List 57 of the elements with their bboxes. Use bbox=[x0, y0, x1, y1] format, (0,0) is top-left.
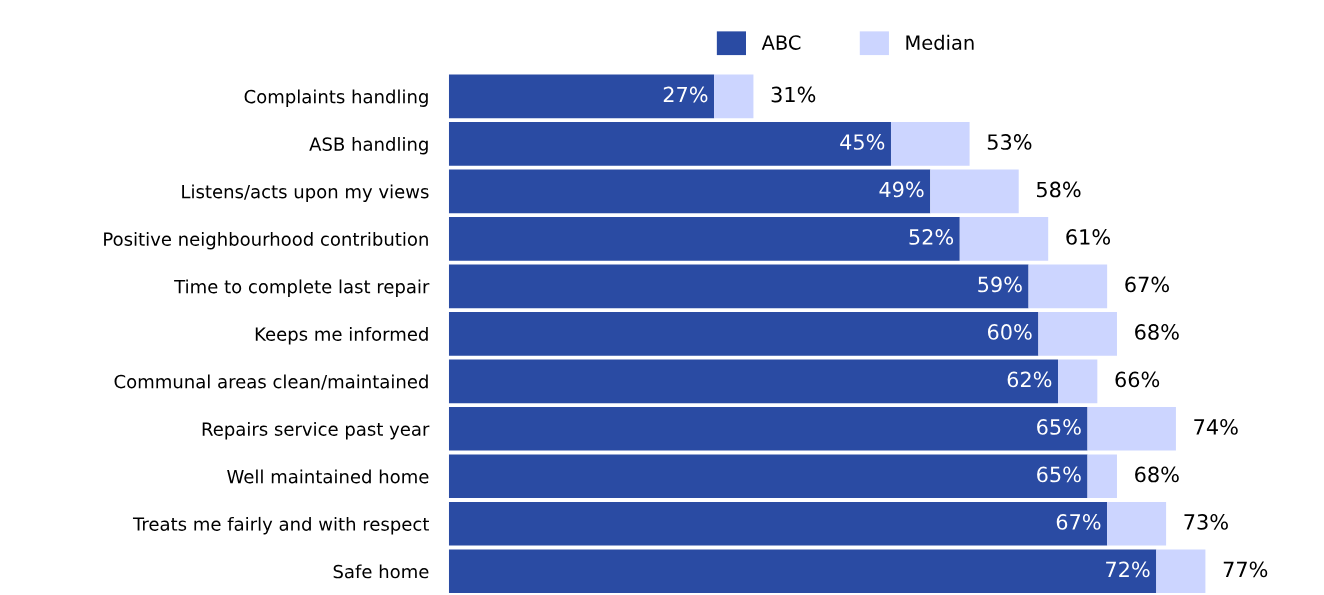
bar bbox=[1028, 264, 1108, 309]
data-label: 72% bbox=[1106, 561, 1150, 578]
bar bbox=[930, 169, 1019, 214]
data-label: 49% bbox=[879, 181, 924, 198]
data-label: 60% bbox=[987, 324, 1032, 340]
data-label: 67% bbox=[1056, 514, 1101, 530]
y-tick-label: Well maintained home bbox=[227, 469, 429, 484]
total-label: 73% bbox=[1184, 514, 1228, 530]
data-label: 65% bbox=[1037, 466, 1081, 483]
y-tick-label: Listens/acts upon my views bbox=[182, 184, 429, 202]
bar bbox=[448, 216, 960, 261]
bar bbox=[448, 549, 1157, 594]
bar bbox=[448, 169, 931, 214]
total-label: 66% bbox=[1115, 371, 1160, 388]
total-label: 67% bbox=[1125, 276, 1169, 293]
bar bbox=[890, 121, 970, 166]
data-label: 62% bbox=[1007, 371, 1052, 388]
bar bbox=[448, 311, 1039, 356]
y-tick-label: ASB handling bbox=[309, 136, 428, 155]
bar bbox=[1156, 549, 1206, 594]
bar bbox=[448, 264, 1029, 309]
data-label: 65% bbox=[1037, 419, 1081, 435]
bar bbox=[1087, 406, 1176, 451]
total-label: 31% bbox=[771, 86, 816, 103]
total-label: 68% bbox=[1135, 466, 1179, 483]
y-tick-label: Safe home bbox=[333, 564, 429, 579]
data-label: 45% bbox=[840, 134, 885, 150]
legend-label: ABC bbox=[761, 35, 801, 50]
bar bbox=[714, 74, 754, 119]
bar bbox=[1107, 501, 1167, 546]
total-label: 58% bbox=[1037, 181, 1081, 198]
total-label: 77% bbox=[1223, 561, 1268, 578]
bar bbox=[1087, 454, 1117, 499]
data-label: 52% bbox=[909, 229, 954, 245]
y-tick-label: Repairs service past year bbox=[202, 421, 430, 440]
bar bbox=[448, 454, 1088, 499]
total-label: 68% bbox=[1135, 324, 1179, 340]
total-label: 74% bbox=[1194, 419, 1238, 435]
y-tick-label: Positive neighbourhood contribution bbox=[104, 231, 428, 250]
bar bbox=[448, 501, 1108, 546]
bar bbox=[1058, 359, 1098, 404]
bar bbox=[448, 359, 1059, 404]
bar bbox=[1038, 311, 1117, 356]
y-tick-label: Keeps me informed bbox=[255, 326, 428, 345]
bar bbox=[448, 74, 715, 119]
total-label: 53% bbox=[987, 134, 1032, 150]
bar bbox=[448, 406, 1088, 451]
bar bbox=[448, 121, 891, 166]
data-label: 27% bbox=[663, 86, 708, 103]
total-label: 61% bbox=[1066, 229, 1111, 245]
legend-label: Median bbox=[906, 34, 974, 50]
y-tick-label: Treats me fairly and with respect bbox=[132, 516, 429, 535]
y-tick-label: Communal areas clean/maintained bbox=[114, 374, 428, 390]
bar bbox=[959, 216, 1049, 261]
data-label: 59% bbox=[978, 276, 1022, 293]
y-tick-label: Time to complete last repair bbox=[174, 279, 430, 297]
y-tick-label: Complaints handling bbox=[244, 89, 428, 107]
